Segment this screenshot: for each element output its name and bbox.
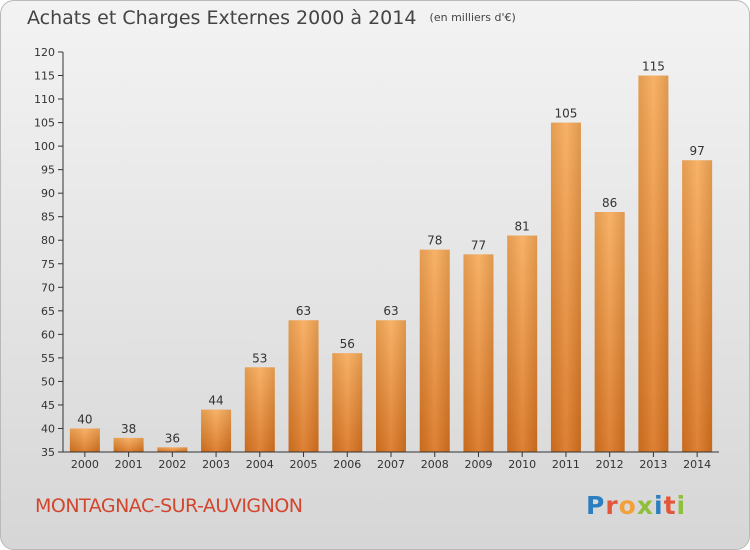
proxiti-logo: Proxiti bbox=[586, 491, 686, 520]
y-tick-label: 55 bbox=[41, 352, 55, 365]
data-label: 81 bbox=[515, 220, 530, 234]
x-tick-label: 2002 bbox=[158, 458, 186, 471]
x-tick-label: 2005 bbox=[290, 458, 318, 471]
x-tick-label: 2009 bbox=[464, 458, 492, 471]
data-label: 77 bbox=[471, 238, 486, 252]
data-label: 38 bbox=[121, 422, 136, 436]
y-tick-label: 110 bbox=[34, 93, 55, 106]
title-text: Achats et Charges Externes 2000 à 2014 bbox=[27, 7, 417, 29]
y-tick-label: 60 bbox=[41, 328, 55, 341]
bar-shade bbox=[244, 367, 275, 452]
logo-letter: i bbox=[654, 491, 664, 520]
x-tick-label: 2004 bbox=[246, 458, 274, 471]
x-tick-label: 2010 bbox=[508, 458, 536, 471]
y-tick-label: 115 bbox=[34, 70, 55, 83]
bars: 40 38 36 44 53 63 56 63 78 77 81 105 86 115 97 bbox=[69, 60, 713, 453]
y-axis: 35 40 45 50 55 60 65 70 75 80 85 90 95 100 105 110 115 12… bbox=[34, 46, 64, 459]
x-tick-label: 2012 bbox=[596, 458, 624, 471]
data-label: 40 bbox=[77, 412, 92, 426]
commune-name: MONTAGNAC-SUR-AUVIGNON bbox=[35, 495, 303, 517]
bar-shade bbox=[550, 122, 581, 453]
y-tick-label: 70 bbox=[41, 281, 55, 294]
x-tick-label: 2008 bbox=[421, 458, 449, 471]
bar-shade bbox=[638, 75, 669, 452]
bar-shade bbox=[113, 437, 144, 452]
data-label: 53 bbox=[252, 351, 267, 365]
y-tick-label: 100 bbox=[34, 140, 55, 153]
data-label: 44 bbox=[208, 394, 223, 408]
logo-letter: i bbox=[676, 491, 687, 520]
y-tick-label: 95 bbox=[41, 164, 55, 177]
unit-text: (en milliers d'€) bbox=[429, 11, 516, 24]
y-tick-label: 105 bbox=[34, 117, 55, 130]
x-tick-label: 2003 bbox=[202, 458, 230, 471]
y-tick-label: 90 bbox=[41, 187, 55, 200]
y-tick-label: 45 bbox=[41, 399, 55, 412]
logo-letter: o bbox=[618, 491, 637, 520]
data-label: 63 bbox=[383, 304, 398, 318]
y-tick-label: 120 bbox=[34, 46, 55, 59]
data-label: 56 bbox=[340, 337, 355, 351]
bar-shade bbox=[463, 254, 494, 452]
bar-shade bbox=[288, 320, 319, 452]
x-tick-label: 2000 bbox=[71, 458, 99, 471]
y-tick-label: 65 bbox=[41, 305, 55, 318]
x-tick-label: 2011 bbox=[552, 458, 580, 471]
bar-shade bbox=[332, 353, 363, 452]
y-tick-label: 80 bbox=[41, 234, 55, 247]
bar-shade bbox=[201, 409, 232, 452]
data-label: 105 bbox=[554, 107, 577, 121]
logo-letter: x bbox=[636, 491, 654, 520]
logo-letter: t bbox=[663, 491, 677, 520]
logo-letter: r bbox=[605, 491, 619, 520]
data-label: 115 bbox=[642, 60, 665, 74]
x-tick-label: 2014 bbox=[683, 458, 711, 471]
x-tick-label: 2007 bbox=[377, 458, 405, 471]
bar-shade bbox=[682, 160, 713, 452]
data-label: 78 bbox=[427, 234, 442, 248]
y-tick-label: 85 bbox=[41, 211, 55, 224]
data-label: 36 bbox=[165, 431, 180, 445]
y-tick-label: 35 bbox=[41, 446, 55, 459]
bar-shade bbox=[376, 320, 406, 452]
bar-shade bbox=[419, 249, 450, 452]
data-label: 97 bbox=[689, 144, 704, 158]
x-tick-label: 2013 bbox=[639, 458, 667, 471]
chart-title: Achats et Charges Externes 2000 à 2014 (… bbox=[27, 7, 516, 29]
logo-letter: P bbox=[586, 491, 606, 520]
data-label: 86 bbox=[602, 196, 617, 210]
y-tick-label: 75 bbox=[41, 258, 55, 271]
data-label: 63 bbox=[296, 304, 311, 318]
x-axis: 2000 2001 2002 2003 2004 2005 2006 2007 2008 2009… bbox=[63, 451, 719, 471]
bar-shade bbox=[157, 447, 188, 452]
x-tick-label: 2006 bbox=[333, 458, 361, 471]
bar-shade bbox=[69, 428, 100, 452]
y-tick-label: 50 bbox=[41, 375, 55, 388]
bar-shade bbox=[507, 235, 538, 452]
y-tick-label: 40 bbox=[41, 422, 55, 435]
bar-shade bbox=[594, 212, 625, 452]
x-tick-label: 2001 bbox=[115, 458, 143, 471]
